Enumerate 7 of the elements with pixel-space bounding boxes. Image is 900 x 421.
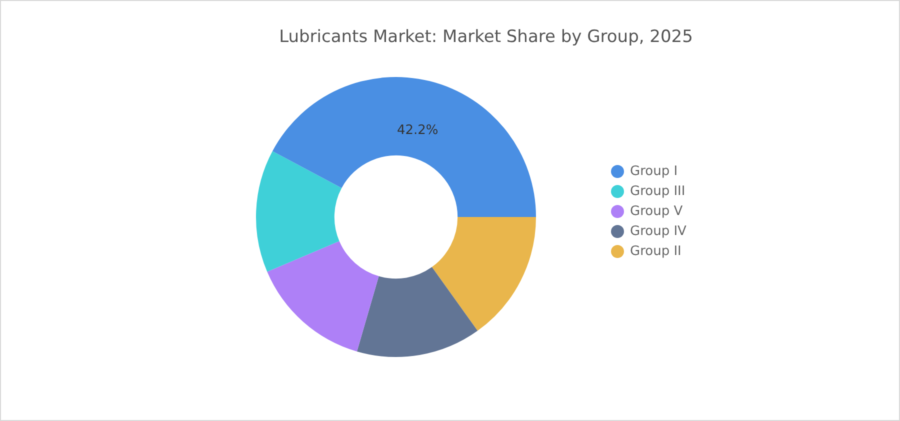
legend-label: Group I	[629, 162, 679, 180]
legend-label: Group IV	[629, 222, 686, 240]
chart-title: Lubricants Market: Market Share by Group, 2025	[278, 27, 694, 47]
legend-label: Group V	[629, 202, 684, 220]
data-label: 42.2%	[396, 122, 438, 138]
legend-label: Group III	[629, 182, 686, 200]
legend-label: Group II	[629, 242, 682, 260]
